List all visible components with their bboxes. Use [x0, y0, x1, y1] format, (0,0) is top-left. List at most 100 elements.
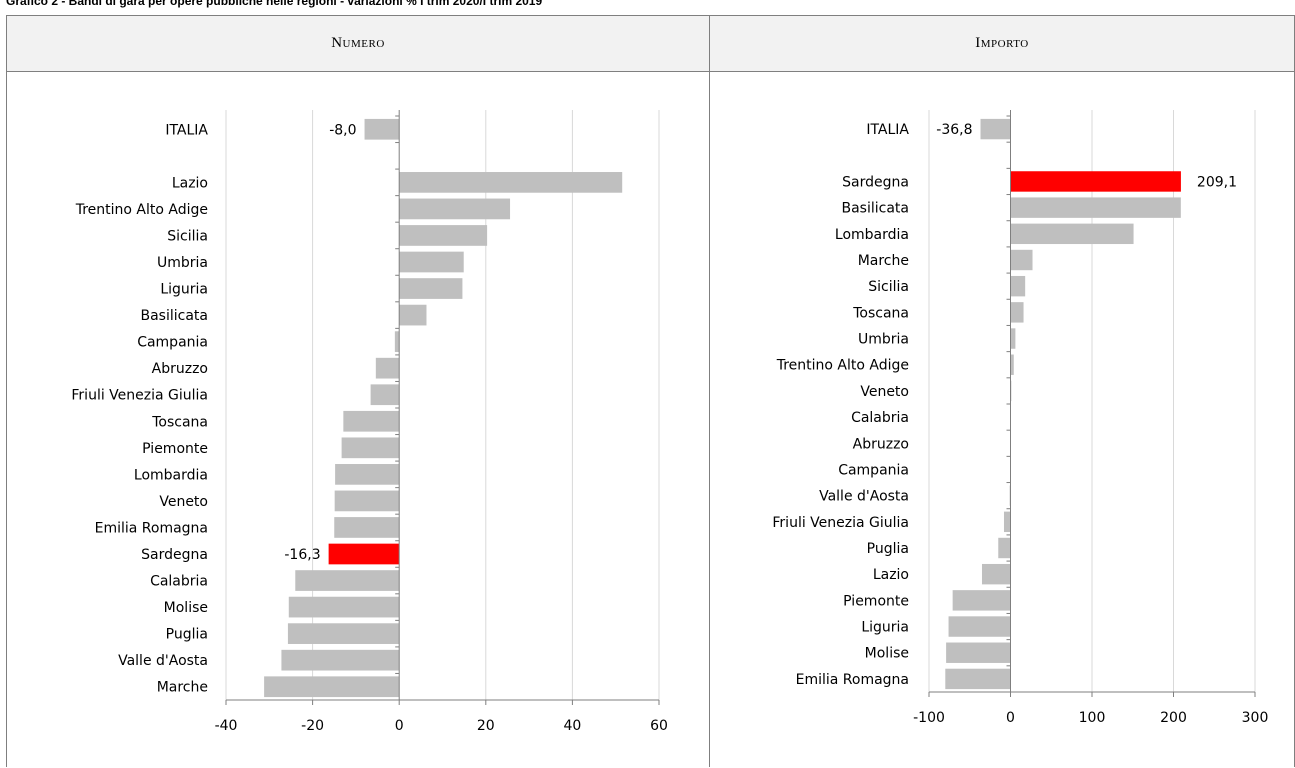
- category-label-lombardia: Lombardia: [134, 467, 208, 483]
- bar-abruzzo: [376, 358, 399, 379]
- category-label-toscana: Toscana: [852, 305, 909, 321]
- category-label-basilicata: Basilicata: [141, 308, 209, 324]
- bar-umbria: [399, 252, 464, 273]
- category-label-molise: Molise: [865, 646, 909, 662]
- bar-basilicata: [1011, 197, 1181, 217]
- category-label-friuli-venezia-giulia: Friuli Venezia Giulia: [772, 515, 909, 531]
- category-label-trentino-alto-adige: Trentino Alto Adige: [75, 202, 208, 218]
- data-label-sardegna: -16,3: [284, 547, 320, 563]
- bar-sicilia: [399, 225, 487, 246]
- category-label-sardegna: Sardegna: [842, 174, 909, 190]
- data-label-sardegna: 209,1: [1197, 174, 1237, 190]
- bar-basilicata: [399, 305, 426, 326]
- bar-toscana: [343, 411, 399, 432]
- data-label-italia: -8,0: [329, 122, 356, 138]
- x-tick-label: 0: [1006, 710, 1015, 726]
- bar-puglia: [288, 623, 399, 644]
- x-tick-label: 200: [1160, 710, 1187, 726]
- category-label-sardegna: Sardegna: [141, 547, 208, 563]
- bar-molise: [946, 643, 1010, 663]
- category-label-liguria: Liguria: [160, 282, 208, 298]
- x-tick-label: 20: [477, 718, 495, 734]
- bar-campania: [395, 331, 399, 352]
- bar-italia: [365, 119, 400, 140]
- category-label-marche: Marche: [157, 680, 208, 696]
- category-label-marche: Marche: [858, 253, 909, 269]
- category-label-umbria: Umbria: [858, 332, 909, 348]
- x-tick-label: 40: [563, 718, 581, 734]
- bar-piemonte: [342, 437, 400, 458]
- category-label-toscana: Toscana: [151, 414, 208, 430]
- category-label-friuli-venezia-giulia: Friuli Venezia Giulia: [71, 388, 208, 404]
- x-tick-label: -20: [301, 718, 324, 734]
- panel-numero-header: Numero: [7, 16, 709, 72]
- bar-italia: [981, 119, 1011, 139]
- category-label-sicilia: Sicilia: [868, 279, 909, 295]
- category-label-lombardia: Lombardia: [835, 227, 909, 243]
- bar-lombardia: [1011, 224, 1134, 244]
- x-tick-label: 0: [395, 718, 404, 734]
- bar-sicilia: [1011, 276, 1026, 296]
- x-tick-label: 300: [1242, 710, 1269, 726]
- category-label-campania: Campania: [137, 335, 208, 351]
- bar-puglia: [998, 538, 1010, 558]
- category-label-emilia-romagna: Emilia Romagna: [796, 672, 909, 688]
- category-label-italia: ITALIA: [165, 122, 208, 138]
- bar-trentino-alto-adige: [399, 199, 510, 220]
- bar-marche: [1011, 250, 1033, 270]
- category-label-veneto: Veneto: [159, 494, 208, 510]
- category-label-valle-d-aosta: Valle d'Aosta: [819, 489, 909, 505]
- bar-friuli-venezia-giulia: [371, 384, 400, 405]
- category-label-lazio: Lazio: [873, 567, 909, 583]
- bar-emilia-romagna: [334, 517, 399, 538]
- bar-liguria: [399, 278, 462, 299]
- category-label-piemonte: Piemonte: [843, 593, 909, 609]
- panel-importo-header: Importo: [710, 16, 1294, 72]
- category-label-piemonte: Piemonte: [142, 441, 208, 457]
- bar-friuli-venezia-giulia: [1004, 512, 1011, 532]
- data-label-italia: -36,8: [936, 122, 972, 138]
- category-label-italia: ITALIA: [866, 122, 909, 138]
- category-label-basilicata: Basilicata: [842, 201, 910, 217]
- chart-page-title: Grafico 2 - Bandi di gara per opere pubb…: [6, 0, 542, 8]
- bar-liguria: [949, 616, 1011, 636]
- x-tick-label: 60: [650, 718, 668, 734]
- x-tick-label: -40: [215, 718, 238, 734]
- bar-marche: [264, 676, 399, 697]
- panel-importo: Importo -100 0 100 200 300 ITALIA -36,8 Sardegn…: [709, 15, 1295, 767]
- category-label-valle-d-aosta: Valle d'Aosta: [118, 653, 208, 669]
- bar-lazio: [982, 564, 1011, 584]
- bar-calabria: [295, 570, 399, 591]
- bar-piemonte: [953, 590, 1011, 610]
- bar-umbria: [1011, 328, 1016, 348]
- bar-molise: [289, 597, 399, 618]
- category-label-calabria: Calabria: [150, 574, 208, 590]
- bar-sardegna: [329, 544, 400, 565]
- category-label-puglia: Puglia: [166, 627, 208, 643]
- bar-valle-d-aosta: [281, 650, 399, 671]
- category-label-puglia: Puglia: [867, 541, 909, 557]
- bar-sardegna: [1011, 171, 1181, 191]
- bar-lazio: [399, 172, 622, 193]
- category-label-campania: Campania: [838, 462, 909, 478]
- panel-numero: Numero -40 -20 0 20 40 60 ITALIA -8,0 Lazio Trent…: [6, 15, 710, 767]
- category-label-sicilia: Sicilia: [167, 228, 208, 244]
- category-label-trentino-alto-adige: Trentino Alto Adige: [776, 358, 909, 374]
- category-label-abruzzo: Abruzzo: [853, 436, 909, 452]
- bar-lombardia: [335, 464, 399, 485]
- bar-toscana: [1011, 302, 1024, 322]
- category-label-calabria: Calabria: [851, 410, 909, 426]
- chart-importo: -100 0 100 200 300 ITALIA -36,8 Sardegna 209,1 Ba…: [710, 72, 1294, 768]
- category-label-umbria: Umbria: [157, 255, 208, 271]
- category-label-emilia-romagna: Emilia Romagna: [95, 520, 208, 536]
- category-label-lazio: Lazio: [172, 175, 208, 191]
- bar-emilia-romagna: [945, 669, 1010, 689]
- category-label-molise: Molise: [164, 600, 208, 616]
- x-tick-label: 100: [1079, 710, 1106, 726]
- chart-numero: -40 -20 0 20 40 60 ITALIA -8,0 Lazio Trentino Alt…: [7, 72, 709, 768]
- x-tick-label: -100: [913, 710, 945, 726]
- category-label-liguria: Liguria: [861, 620, 909, 636]
- bar-veneto: [335, 491, 400, 512]
- category-label-veneto: Veneto: [860, 384, 909, 400]
- category-label-abruzzo: Abruzzo: [152, 361, 208, 377]
